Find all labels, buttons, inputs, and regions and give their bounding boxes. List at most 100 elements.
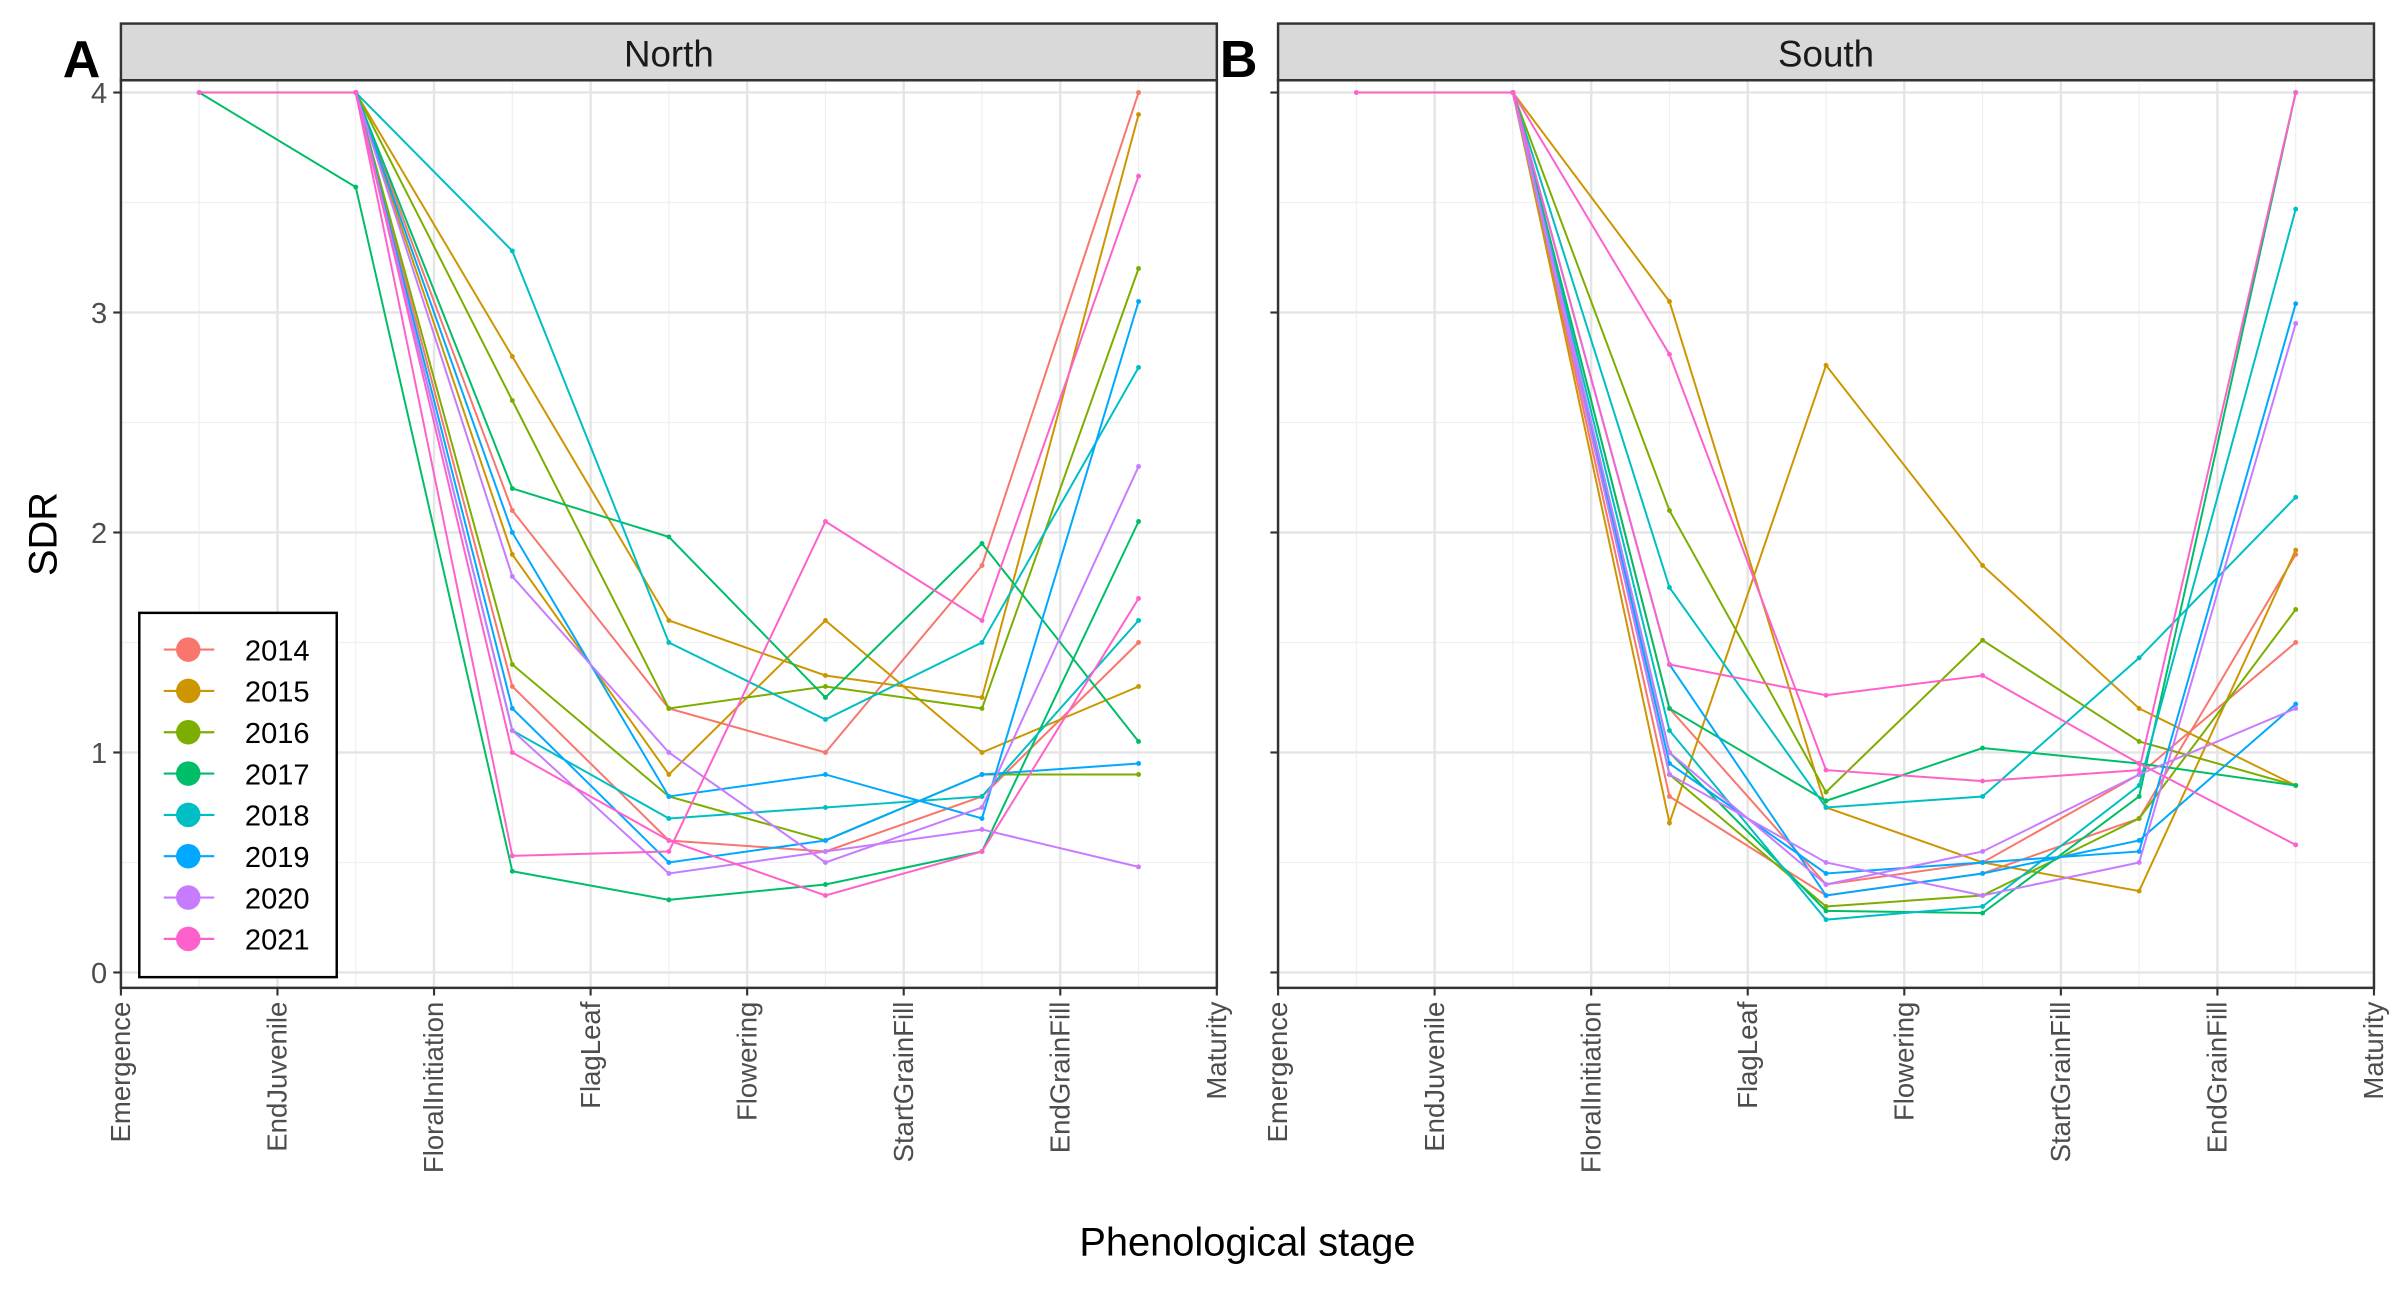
data-point bbox=[196, 90, 202, 95]
legend-label: 2018 bbox=[245, 801, 310, 833]
data-point bbox=[979, 695, 985, 700]
data-point bbox=[1667, 706, 1672, 711]
panel-label: A bbox=[63, 31, 101, 89]
series-line bbox=[354, 92, 1140, 853]
data-point bbox=[666, 772, 672, 777]
data-point bbox=[2136, 849, 2142, 854]
series-line bbox=[1511, 92, 2297, 827]
data-point bbox=[1667, 351, 1672, 357]
data-point bbox=[2136, 706, 2142, 711]
y-tick-label: 3 bbox=[91, 298, 107, 330]
data-point bbox=[1980, 849, 1986, 854]
data-point bbox=[822, 717, 828, 722]
x-tick-label: EndJuvenile bbox=[262, 1002, 293, 1152]
legend-marker bbox=[176, 761, 201, 786]
data-point bbox=[1136, 464, 1142, 469]
data-point bbox=[1980, 745, 1986, 751]
data-point bbox=[666, 897, 672, 903]
data-point bbox=[1136, 640, 1142, 645]
x-tick-label: Flowering bbox=[731, 1002, 762, 1121]
data-point bbox=[1823, 767, 1829, 773]
data-point bbox=[1980, 871, 1986, 876]
data-point bbox=[1136, 365, 1142, 370]
series-line bbox=[354, 92, 1140, 710]
data-point bbox=[2293, 90, 2299, 95]
series-line bbox=[354, 92, 1140, 897]
y-tick-label: 1 bbox=[91, 738, 107, 770]
series-line bbox=[1511, 92, 2297, 897]
data-point bbox=[2136, 772, 2142, 777]
series-line bbox=[1511, 92, 2297, 846]
series-line bbox=[354, 92, 1140, 754]
data-point bbox=[1136, 739, 1142, 744]
legend-marker bbox=[176, 885, 201, 910]
data-point bbox=[2136, 739, 2142, 744]
data-point bbox=[979, 816, 985, 821]
x-tick-label: Emergence bbox=[1262, 1002, 1293, 1143]
legend-marker bbox=[176, 720, 201, 745]
legend-marker bbox=[176, 678, 201, 704]
data-point bbox=[1136, 684, 1142, 689]
data-point bbox=[1823, 692, 1829, 698]
data-point bbox=[1667, 820, 1672, 826]
data-point bbox=[1136, 519, 1142, 524]
data-point bbox=[822, 695, 828, 700]
data-point bbox=[1136, 266, 1142, 271]
data-point bbox=[666, 534, 672, 540]
data-point bbox=[666, 871, 672, 876]
data-point bbox=[1667, 662, 1672, 667]
data-point bbox=[666, 816, 672, 821]
series-line bbox=[354, 92, 1139, 842]
panel: South B Emergence EndJuvenile FloralInitiati… bbox=[1220, 22, 2389, 1173]
data-point bbox=[1667, 585, 1672, 590]
data-point bbox=[1136, 761, 1142, 766]
x-tick-label: FloralInitiation bbox=[1575, 1002, 1606, 1173]
data-point bbox=[1136, 173, 1142, 179]
data-point bbox=[1667, 750, 1672, 755]
legend-box bbox=[138, 611, 338, 979]
data-point bbox=[1980, 860, 1986, 865]
data-point bbox=[666, 706, 672, 711]
data-point bbox=[822, 893, 828, 898]
data-point bbox=[2293, 701, 2299, 707]
data-point bbox=[666, 849, 672, 854]
data-point bbox=[1980, 563, 1986, 568]
data-point bbox=[2293, 706, 2299, 711]
data-point bbox=[1980, 910, 1986, 916]
series-line bbox=[354, 92, 1139, 864]
data-point bbox=[822, 849, 828, 854]
data-point bbox=[2136, 838, 2142, 843]
data-point bbox=[666, 750, 672, 755]
data-point bbox=[666, 860, 672, 865]
data-point bbox=[1667, 299, 1672, 304]
data-point bbox=[1980, 637, 1986, 643]
data-point bbox=[353, 184, 359, 190]
data-point bbox=[1823, 805, 1829, 810]
data-point bbox=[822, 750, 828, 755]
data-point bbox=[509, 868, 515, 874]
data-point bbox=[2293, 494, 2299, 500]
data-point bbox=[1667, 508, 1672, 513]
data-point bbox=[666, 794, 672, 799]
x-tick-label: Emergence bbox=[105, 1002, 136, 1143]
series-line bbox=[1511, 92, 2297, 921]
data-point bbox=[979, 541, 985, 546]
data-point bbox=[979, 772, 985, 777]
data-point bbox=[509, 486, 515, 491]
data-point bbox=[2136, 767, 2142, 773]
data-point bbox=[1823, 860, 1829, 865]
legend-label: 2015 bbox=[245, 677, 310, 709]
data-point bbox=[822, 618, 828, 623]
data-point bbox=[979, 750, 985, 755]
data-point bbox=[509, 354, 515, 359]
x-tick-label: FlagLeaf bbox=[1732, 1001, 1763, 1109]
x-tick-label: StartGrainFill bbox=[2045, 1002, 2076, 1163]
data-point bbox=[1136, 90, 1142, 95]
data-point bbox=[979, 640, 985, 645]
y-tick-label: 2 bbox=[91, 518, 107, 550]
data-point bbox=[1823, 908, 1829, 914]
data-point bbox=[1823, 904, 1829, 909]
x-tick-label: EndGrainFill bbox=[2202, 1002, 2233, 1154]
series-line bbox=[355, 91, 1140, 721]
